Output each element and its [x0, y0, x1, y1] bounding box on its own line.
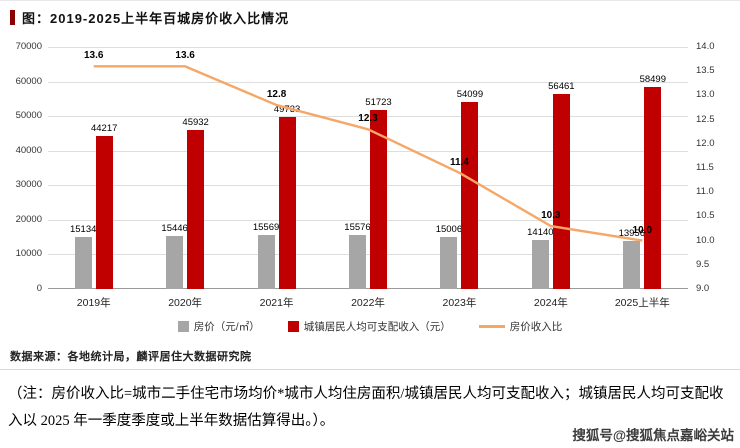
y-axis-tick-left: 70000 — [15, 41, 42, 52]
price-bar — [74, 236, 92, 289]
x-axis-label: 2025上半年 — [614, 297, 670, 309]
legend-label: 房价收入比 — [509, 321, 563, 333]
bar-value-label: 15569 — [252, 222, 280, 234]
y-axis-tick-left: 20000 — [15, 213, 42, 225]
chart-legend: 房价（元/㎡） 城镇居民人均可支配收入（元） 房价收入比 — [0, 319, 740, 334]
y-axis-tick-left: 10000 — [15, 248, 42, 260]
income-bar — [461, 101, 479, 289]
income-bar — [95, 136, 113, 289]
data-source: 数据来源：各地统计局，麟评居住大数据研究院 — [10, 351, 252, 363]
legend-item: 房价（元/㎡） — [177, 319, 260, 334]
y-axis-tick-right: 11.5 — [696, 162, 714, 173]
bar-value-label: 14140 — [527, 227, 554, 239]
price-bar — [166, 235, 184, 289]
ratio-line-svg — [93, 65, 643, 242]
gridline — [48, 254, 688, 255]
income-bar — [552, 93, 570, 289]
x-axis-label: 2021年 — [259, 297, 294, 309]
gridline — [48, 220, 688, 221]
y-axis-tick-right: 9.0 — [696, 283, 710, 294]
x-axis-label: 2020年 — [168, 297, 203, 309]
bar-value-label: 13956 — [618, 227, 645, 239]
legend-swatch — [478, 325, 505, 328]
x-axis-label: 2019年 — [76, 297, 111, 309]
bar-value-label: 51723 — [365, 97, 392, 109]
watermark: 搜狐号@搜狐焦点嘉峪关站 — [572, 428, 734, 443]
y-axis-tick-right: 14.0 — [696, 41, 715, 52]
income-bar — [370, 110, 387, 289]
bar-value-label: 15446 — [161, 222, 188, 234]
x-axis-label: 2023年 — [442, 297, 477, 309]
y-axis-tick-right: 10.0 — [696, 234, 715, 246]
bar-value-label: 45932 — [182, 117, 209, 129]
bar-value-label: 58499 — [639, 73, 666, 85]
y-axis-tick-right: 10.5 — [696, 210, 715, 222]
ratio-value-label: 11.4 — [449, 156, 469, 168]
x-axis-label: 2024年 — [533, 297, 568, 309]
x-axis-label: 2022年 — [351, 297, 385, 309]
ratio-value-label: 12.8 — [266, 89, 287, 101]
footnote: （注：房价收入比=城市二手住宅市场均价*城市人均住房面积/城镇居民人均可支配收入… — [8, 386, 724, 429]
gridline — [48, 185, 688, 186]
y-axis-tick-right: 12.5 — [696, 113, 715, 125]
ratio-value-label: 12.3 — [358, 113, 378, 125]
income-bar — [644, 86, 662, 289]
divider-line — [0, 369, 740, 370]
price-bar — [257, 235, 275, 289]
price-bar — [349, 235, 366, 289]
legend-swatch — [177, 321, 189, 332]
y-axis-tick-right: 9.5 — [696, 258, 710, 270]
bar-value-label: 15134 — [69, 223, 97, 235]
plot-area: 15134 44217 15446 45932 15569 49733 15576 51723… — [48, 47, 688, 289]
legend-item: 城镇居民人均可支配收入（元） — [287, 319, 451, 334]
gridline — [48, 151, 688, 152]
chart: 15134 44217 15446 45932 15569 49733 15576 51723… — [0, 31, 740, 343]
y-axis-tick-left: 40000 — [15, 144, 42, 156]
title-accent-bar — [10, 10, 15, 25]
y-axis-tick-right: 13.5 — [696, 65, 715, 77]
price-bar — [623, 240, 641, 289]
gridline — [48, 116, 688, 117]
y-axis-tick-left: 0 — [36, 283, 42, 294]
y-axis-tick-left: 50000 — [15, 110, 42, 122]
legend-label: 房价（元/㎡） — [193, 321, 260, 333]
ratio-value-label: 13.6 — [175, 50, 195, 62]
legend-swatch — [287, 321, 299, 332]
legend-label: 城镇居民人均可支配收入（元） — [303, 321, 451, 333]
y-axis-tick-right: 12.0 — [696, 137, 715, 149]
chart-title: 图：2019-2025上半年百城房价收入比情况 — [22, 11, 290, 26]
income-bar — [187, 130, 205, 289]
ratio-value-label: 13.6 — [83, 50, 104, 62]
chart-title-row: 图：2019-2025上半年百城房价收入比情况 — [10, 8, 289, 27]
y-axis-tick-left: 30000 — [15, 179, 42, 191]
income-bar — [278, 117, 296, 289]
gridline — [48, 82, 688, 83]
x-axis-line — [48, 288, 688, 289]
bar-value-label: 44217 — [90, 123, 118, 135]
price-bar — [531, 240, 549, 289]
bar-value-label: 49733 — [273, 104, 301, 116]
ratio-line — [93, 65, 643, 242]
y-axis-tick-right: 11.0 — [696, 186, 714, 198]
ratio-value-label: 10.3 — [541, 210, 561, 222]
bar-value-label: 15576 — [344, 222, 371, 234]
bar-value-label: 15006 — [435, 224, 463, 236]
y-axis-tick-right: 13.0 — [696, 89, 715, 101]
ratio-value-label: 10.0 — [632, 224, 653, 236]
gridline — [48, 47, 688, 48]
bar-value-label: 54099 — [456, 88, 484, 100]
price-bar — [440, 237, 458, 289]
legend-item: 房价收入比 — [478, 319, 563, 334]
bar-value-label: 56461 — [548, 80, 575, 92]
y-axis-tick-left: 60000 — [15, 75, 42, 87]
